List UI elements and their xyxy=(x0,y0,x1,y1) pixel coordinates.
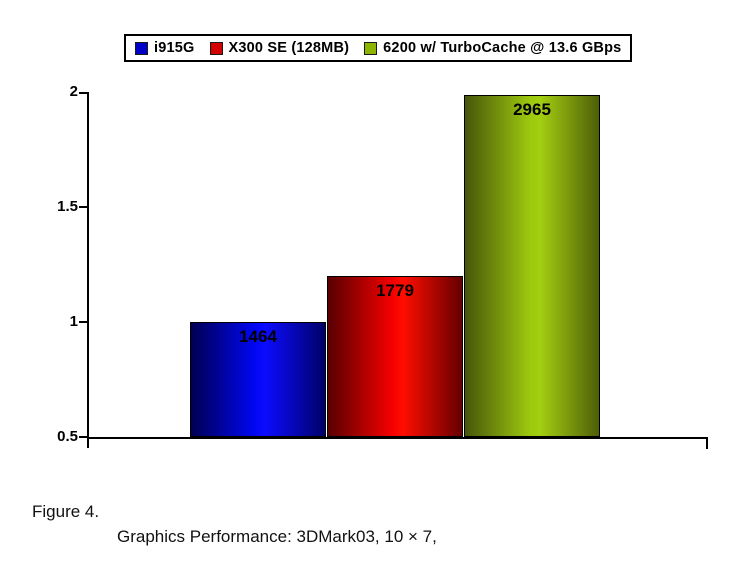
legend-label: 6200 w/ TurboCache @ 13.6 GBps xyxy=(383,40,622,56)
bar-value-label: 1464 xyxy=(239,327,277,346)
x-axis-end-tick xyxy=(706,437,708,449)
figure-caption-label: Figure 4. xyxy=(32,502,100,521)
bar-value-label: 2965 xyxy=(513,100,551,119)
y-tick xyxy=(79,92,88,94)
legend-label: i915G xyxy=(154,40,195,56)
bar-6200-turbocache xyxy=(464,95,600,437)
y-tick xyxy=(79,321,88,323)
y-axis xyxy=(87,92,89,448)
y-tick-label: 0.5 xyxy=(57,428,78,445)
y-tick xyxy=(79,206,88,208)
chart-legend: i915G X300 SE (128MB) 6200 w/ TurboCache… xyxy=(124,34,633,62)
y-tick-label: 2 xyxy=(69,83,78,100)
figure-caption-line1: Graphics Performance: 3DMark03, 10 × 7, xyxy=(117,527,437,546)
figure-caption-text: Graphics Performance: 3DMark03, 10 × 7, … xyxy=(117,499,437,566)
legend-label: X300 SE (128MB) xyxy=(228,40,350,56)
figure-caption: Figure 4. Graphics Performance: 3DMark03… xyxy=(32,499,437,566)
legend-swatch-icon xyxy=(135,41,148,55)
legend-item-6200-turbocache: 6200 w/ TurboCache @ 13.6 GBps xyxy=(364,40,621,56)
legend-swatch-icon xyxy=(209,41,223,55)
y-tick xyxy=(79,436,88,438)
bar-x300-se xyxy=(327,276,463,437)
bar-value-label: 1779 xyxy=(376,281,414,300)
y-tick-label: 1 xyxy=(69,313,78,330)
y-tick-label: 1.5 xyxy=(57,198,78,215)
bar-i915g xyxy=(190,322,326,437)
legend-item-x300-se: X300 SE (128MB) xyxy=(209,40,350,56)
legend-item-i915g: i915G xyxy=(135,40,195,56)
x-axis xyxy=(87,437,708,439)
legend-swatch-icon xyxy=(364,41,378,55)
